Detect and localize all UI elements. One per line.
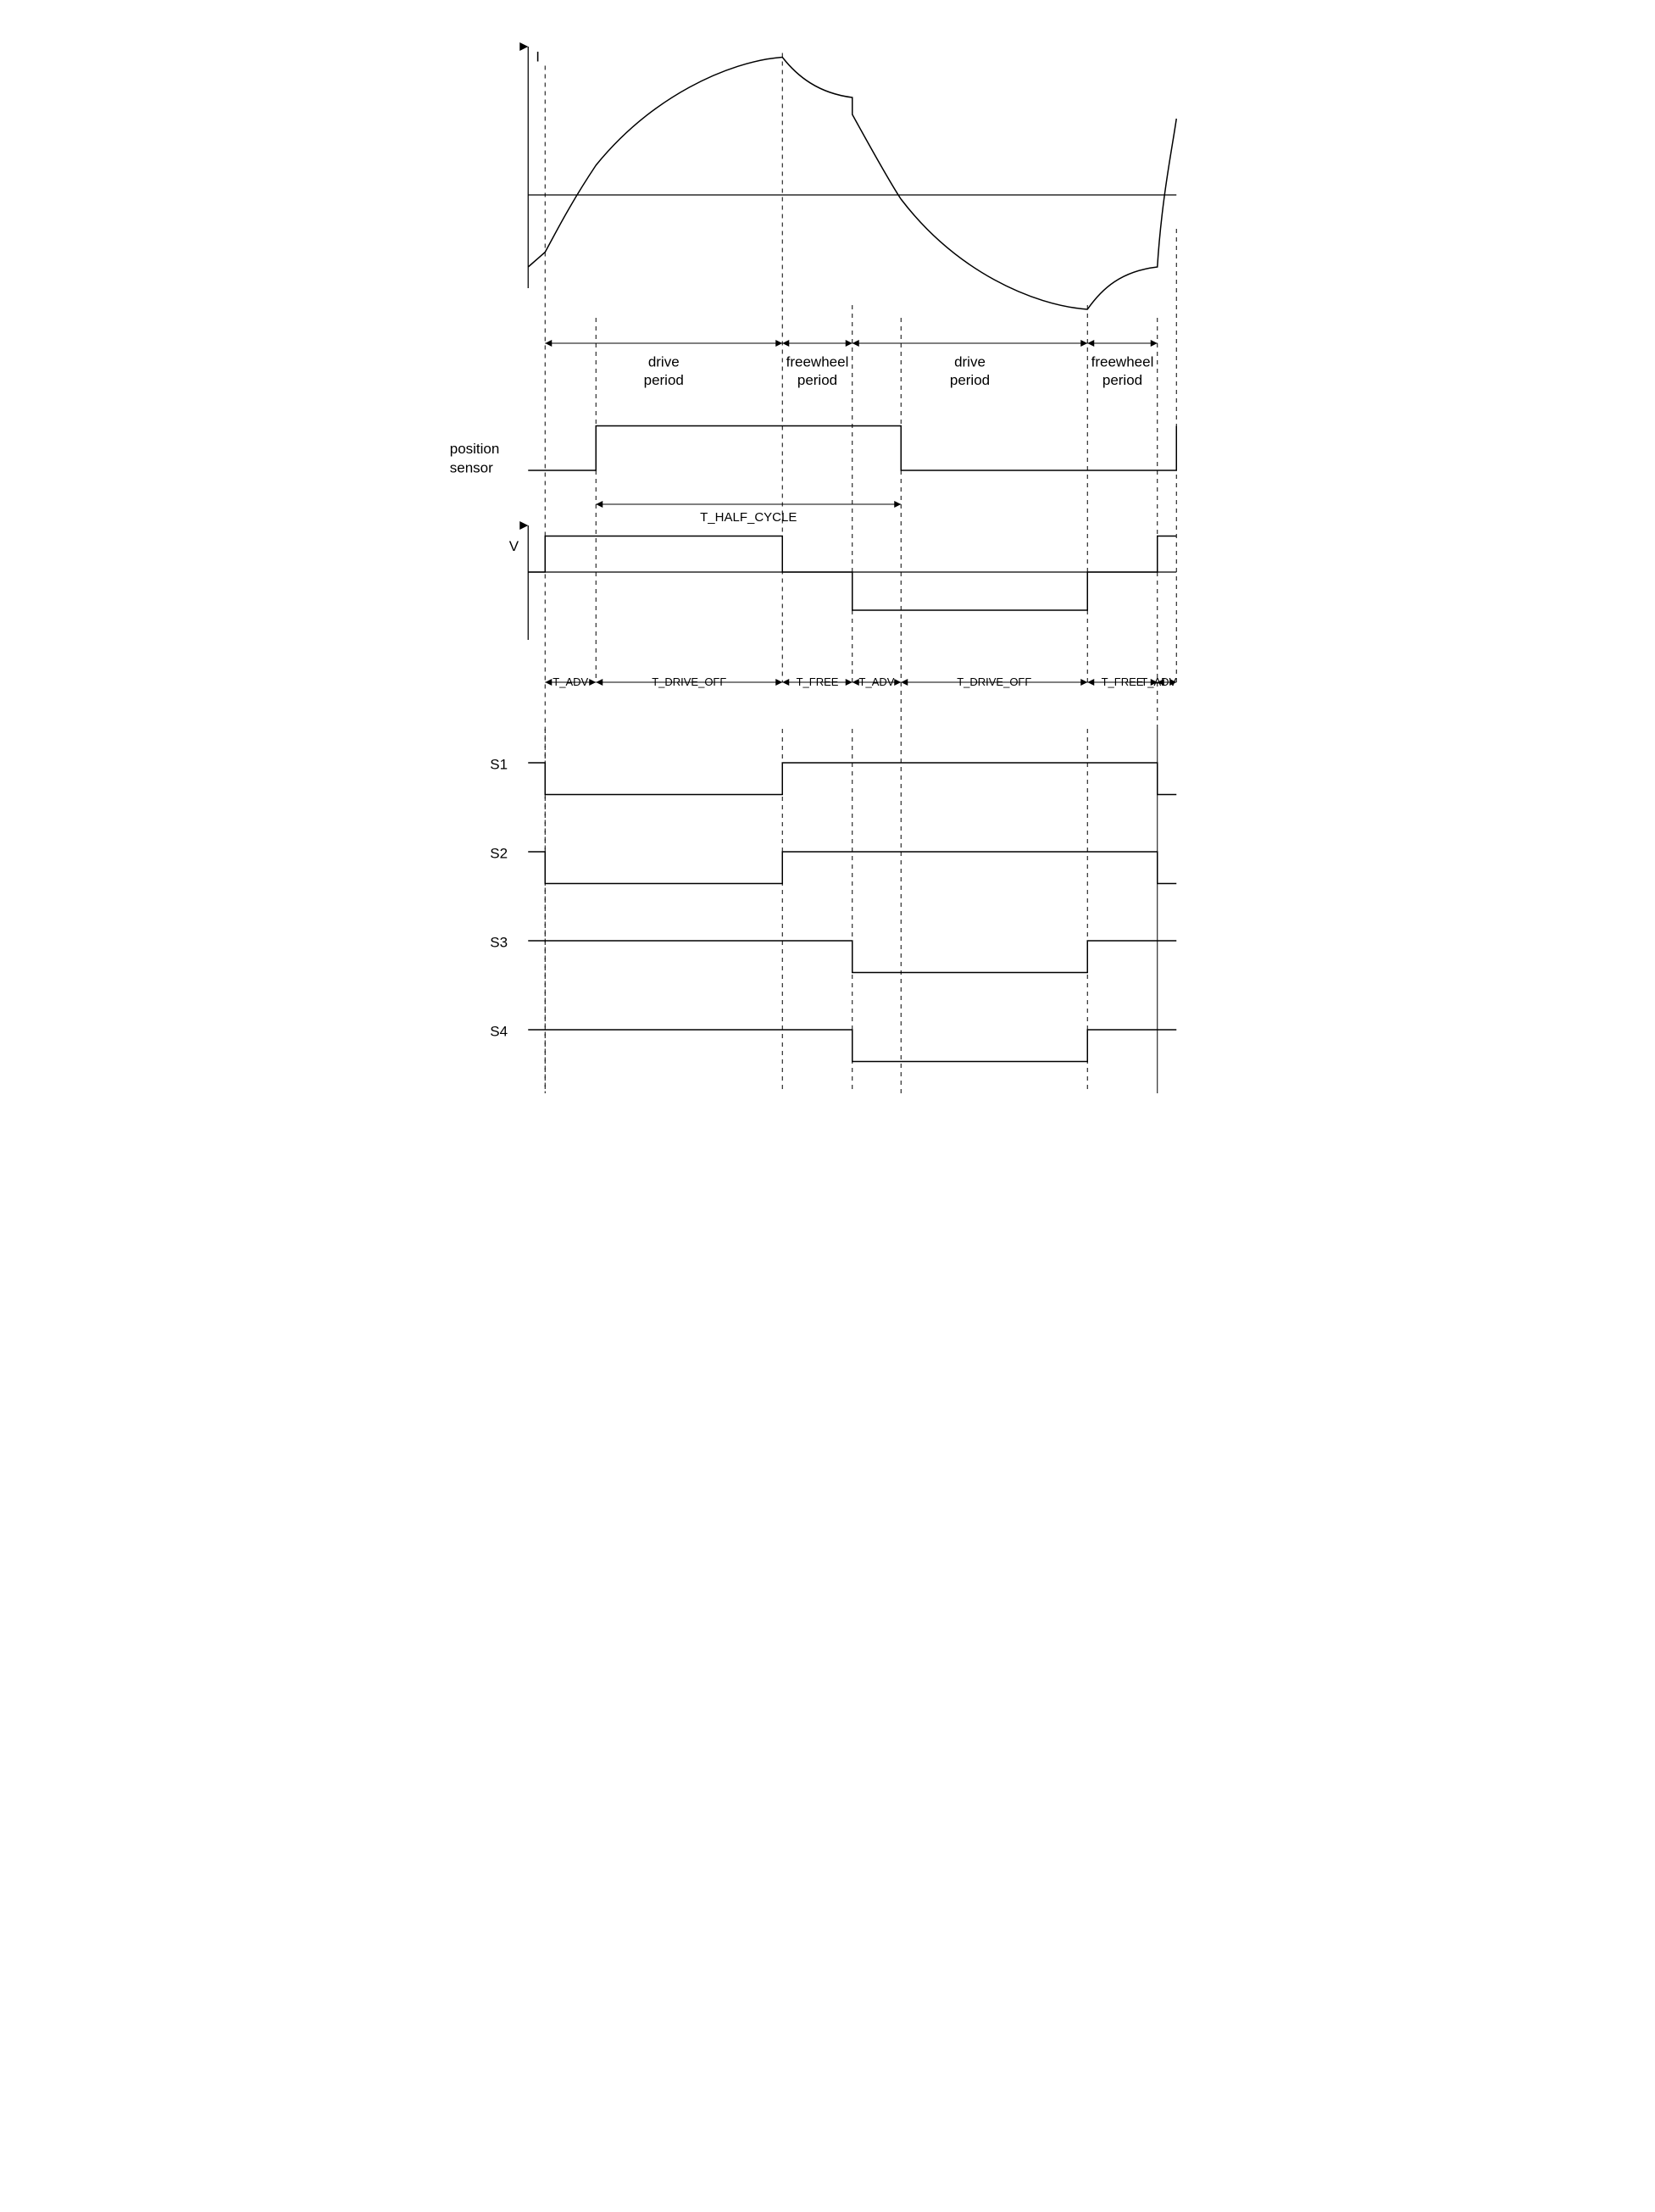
svg-text:T_FREE: T_FREE	[797, 675, 839, 688]
svg-text:V: V	[509, 538, 519, 554]
svg-text:period: period	[644, 372, 684, 388]
svg-text:S1: S1	[490, 757, 508, 773]
svg-text:period: period	[950, 372, 990, 388]
svg-text:sensor: sensor	[450, 460, 493, 476]
svg-text:T_FREE: T_FREE	[1102, 675, 1144, 688]
svg-text:S3: S3	[490, 935, 508, 951]
svg-text:S4: S4	[490, 1024, 508, 1040]
svg-text:T_ADV: T_ADV	[553, 675, 588, 688]
svg-text:period: period	[797, 372, 837, 388]
svg-text:T_ADV: T_ADV	[1141, 675, 1176, 688]
svg-text:I: I	[536, 49, 540, 65]
svg-text:drive: drive	[648, 354, 680, 370]
timing-diagram: Idrive period freewheel period drive period fr…	[414, 17, 1241, 1123]
svg-text:drive: drive	[954, 354, 986, 370]
svg-text:freewheel: freewheel	[1091, 354, 1154, 370]
svg-text:S2: S2	[490, 846, 508, 862]
svg-text:period: period	[1102, 372, 1142, 388]
svg-text:T_ADV: T_ADV	[859, 675, 895, 688]
svg-text:freewheel: freewheel	[786, 354, 849, 370]
svg-text:T_DRIVE_OFF: T_DRIVE_OFF	[652, 675, 726, 688]
svg-text:position: position	[450, 441, 500, 457]
svg-text:T_HALF_CYCLE: T_HALF_CYCLE	[700, 510, 797, 525]
svg-text:T_DRIVE_OFF: T_DRIVE_OFF	[957, 675, 1031, 688]
